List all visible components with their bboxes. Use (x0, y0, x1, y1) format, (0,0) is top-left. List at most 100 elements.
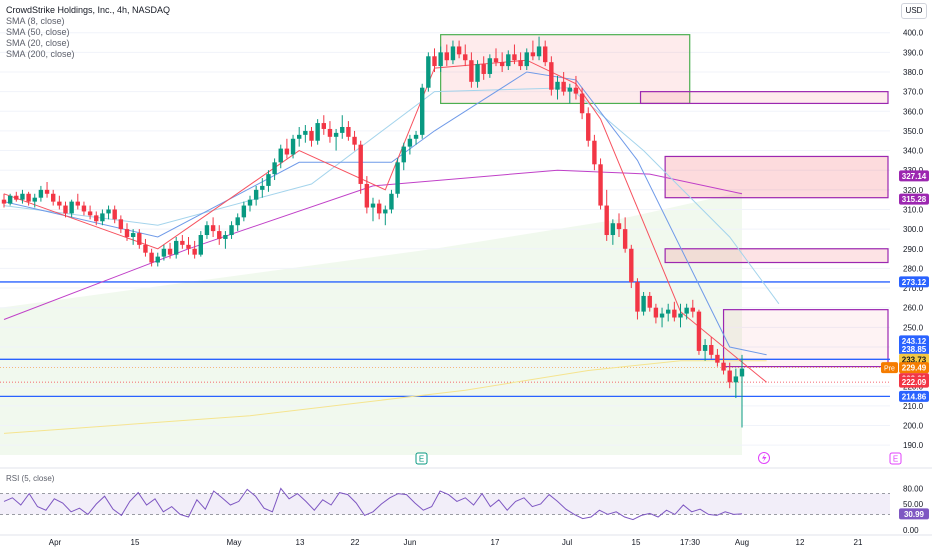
price-tick-label: 300.0 (903, 225, 924, 234)
price-labels: 327.14 315.28 273.12 243.12238.85233.73229.… (881, 170, 929, 402)
candle (278, 144, 283, 169)
candle-body (75, 201, 80, 206)
candle (63, 201, 68, 218)
price-tick-label: 260.0 (903, 304, 924, 313)
candle-body (481, 64, 486, 74)
candle-body (180, 240, 185, 245)
candle (684, 303, 689, 320)
candle (678, 303, 683, 328)
earnings-marker (415, 452, 428, 465)
legend-title: CrowdStrike Holdings, Inc., 4h, NASDAQ (6, 5, 171, 15)
candle (223, 231, 228, 249)
candle-body (192, 248, 197, 255)
candle-body (124, 229, 130, 237)
candle-body (536, 46, 542, 57)
candle-body (733, 376, 739, 383)
candle-body (186, 244, 191, 249)
candle-body (690, 307, 695, 312)
candle (340, 115, 345, 139)
time-tick-label: 22 (351, 538, 360, 547)
time-tick-label: 15 (632, 538, 641, 547)
price-tick-label: 400.0 (903, 29, 924, 38)
candle (174, 236, 179, 259)
candle-body (604, 205, 609, 236)
candle (186, 236, 191, 255)
price-tick-label: 250.0 (903, 323, 924, 332)
candle (297, 126, 302, 147)
candle (733, 368, 739, 399)
candle-body (321, 123, 326, 129)
candle (161, 244, 167, 261)
candle-body (469, 60, 474, 82)
candle (413, 130, 419, 145)
rsi-value-text: 30.99 (904, 510, 925, 519)
candle (124, 223, 130, 241)
price-label-box (899, 390, 929, 402)
candle-body (678, 313, 683, 318)
rsi-band (0, 493, 890, 515)
price-label-text: 273.12 (902, 278, 927, 287)
resistance-box-2 (664, 155, 889, 199)
candle (266, 170, 271, 192)
candle (81, 201, 87, 216)
candle (1, 193, 7, 208)
resistance-box-1 (639, 91, 889, 105)
candle-body (395, 162, 400, 194)
candle (130, 229, 136, 245)
candle (672, 301, 677, 322)
candle (32, 193, 37, 208)
candle-body (161, 248, 167, 257)
candle (149, 248, 154, 267)
candle (192, 240, 197, 259)
price-label-text: 315.28 (902, 195, 927, 204)
candle (530, 40, 536, 61)
candle-body (69, 201, 74, 214)
candle-body (696, 311, 702, 351)
price-tick-label: 350.0 (903, 127, 924, 136)
candle (561, 71, 566, 96)
candle-body (333, 132, 339, 137)
candle-body (727, 370, 732, 383)
candle (389, 189, 394, 214)
candle-body (352, 136, 357, 145)
price-tick-label: 270.0 (903, 284, 924, 293)
candle (512, 44, 517, 65)
candle-body (512, 54, 517, 61)
candle-body (702, 345, 708, 351)
price-label-text: 233.73 (902, 355, 927, 364)
candle-body (260, 185, 265, 190)
candle-body (518, 60, 523, 67)
time-tick-label: 12 (796, 538, 805, 547)
time-axis[interactable]: Apr 15 May 13 22 Jun 17 Jul 15 17:30 Aug 12 21 (0, 534, 932, 547)
candle (604, 189, 609, 241)
candle (506, 50, 511, 71)
candle-body (223, 235, 228, 239)
price-tick-label: 360.0 (903, 107, 924, 116)
candle (659, 307, 665, 328)
price-tick-label: 200.0 (903, 422, 924, 431)
rsi-tick-label: 50.00 (903, 500, 924, 509)
candle (75, 193, 80, 210)
candle-body (438, 52, 443, 67)
candle-body (499, 62, 505, 67)
candle-body (155, 256, 160, 263)
candle (696, 309, 702, 355)
candle-body (106, 209, 111, 214)
rsi-pane: 80.00 50.00 0.00 30.99 (0, 467, 932, 535)
candle-body (493, 58, 499, 63)
candle-body (383, 209, 388, 214)
candle (475, 60, 480, 88)
price-label-box (899, 343, 929, 355)
candle (463, 44, 468, 67)
candle-body (610, 223, 616, 236)
candle (272, 158, 277, 181)
candle (567, 83, 572, 104)
resistance-box-3 (664, 248, 889, 264)
time-tick-label: 15 (131, 538, 140, 547)
time-tick-label: Apr (49, 538, 62, 547)
candle (14, 191, 19, 202)
currency-button[interactable]: USD (901, 3, 927, 19)
lightning-glyph (762, 454, 767, 462)
